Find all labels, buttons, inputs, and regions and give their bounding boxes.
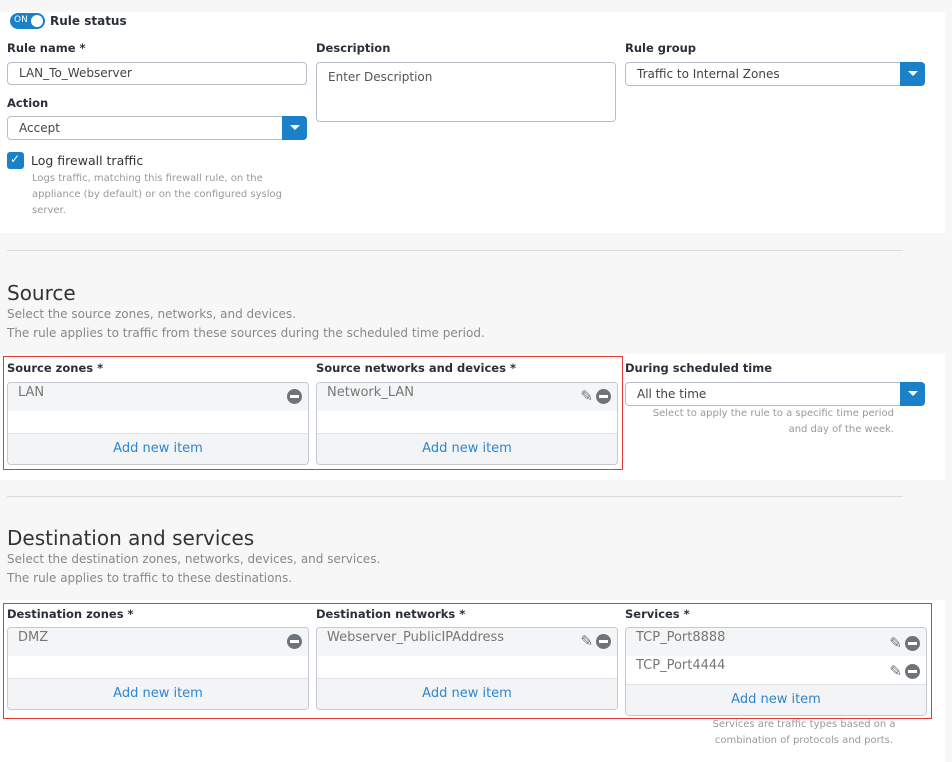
toggle-knob bbox=[31, 15, 43, 27]
remove-icon[interactable] bbox=[287, 389, 302, 404]
remove-icon[interactable] bbox=[596, 634, 611, 649]
action-select[interactable]: Accept bbox=[7, 116, 307, 140]
rule-name-label: Rule name * bbox=[7, 41, 86, 55]
chevron-down-icon[interactable] bbox=[282, 116, 307, 140]
edit-icon[interactable]: ✎ bbox=[580, 632, 593, 650]
schedule-hint: Select to apply the rule to a specific t… bbox=[652, 408, 894, 435]
rule-status-toggle[interactable]: ON bbox=[10, 13, 45, 29]
divider bbox=[7, 250, 903, 251]
add-new-item-button[interactable]: Add new item bbox=[8, 433, 308, 464]
highlight-box bbox=[3, 356, 623, 470]
destination-zones-label: Destination zones * bbox=[7, 607, 134, 621]
destination-networks-label: Destination networks * bbox=[316, 607, 466, 621]
rule-name-input[interactable]: LAN_To_Webserver bbox=[7, 62, 307, 85]
action-value: Accept bbox=[19, 121, 60, 135]
list-item: Webserver_PublicIPAddress ✎ bbox=[317, 628, 617, 656]
source-networks-list: Network_LAN ✎ Add new item bbox=[316, 382, 618, 465]
source-zones-list: LAN Add new item bbox=[7, 382, 309, 465]
remove-icon[interactable] bbox=[287, 634, 302, 649]
edit-icon[interactable]: ✎ bbox=[889, 634, 902, 652]
destination-desc-2: The rule applies to traffic to these des… bbox=[7, 571, 293, 585]
description-label: Description bbox=[316, 41, 391, 55]
schedule-select[interactable]: All the time bbox=[625, 382, 925, 406]
list-item: Network_LAN ✎ bbox=[317, 383, 617, 411]
schedule-label: During scheduled time bbox=[625, 361, 773, 375]
description-textarea[interactable]: Enter Description bbox=[316, 62, 616, 122]
services-label: Services * bbox=[625, 607, 690, 621]
services-list: TCP_Port8888 ✎ TCP_Port4444 ✎ Add new item bbox=[625, 627, 927, 716]
action-label: Action bbox=[7, 96, 49, 110]
add-new-item-button[interactable]: Add new item bbox=[317, 433, 617, 464]
list-item: TCP_Port8888 ✎ bbox=[626, 628, 926, 656]
destination-title: Destination and services bbox=[7, 526, 255, 550]
list-item: DMZ bbox=[8, 628, 308, 656]
divider bbox=[7, 496, 903, 497]
remove-icon[interactable] bbox=[905, 636, 920, 651]
rule-status-label: Rule status bbox=[50, 14, 127, 28]
check-icon: ✓ bbox=[10, 152, 21, 166]
destination-zones-list: DMZ Add new item bbox=[7, 627, 309, 710]
toggle-text: ON bbox=[14, 15, 28, 25]
source-desc-2: The rule applies to traffic from these s… bbox=[7, 326, 485, 340]
schedule-value: All the time bbox=[637, 387, 707, 401]
rule-group-label: Rule group bbox=[625, 41, 697, 55]
edit-icon[interactable]: ✎ bbox=[580, 387, 593, 405]
services-hint: Services are traffic types based on a co… bbox=[712, 719, 896, 746]
destination-desc-1: Select the destination zones, networks, … bbox=[7, 552, 381, 566]
rule-group-value: Traffic to Internal Zones bbox=[637, 67, 780, 81]
remove-icon[interactable] bbox=[596, 389, 611, 404]
source-zones-label: Source zones * bbox=[7, 361, 104, 375]
add-new-item-button[interactable]: Add new item bbox=[8, 678, 308, 709]
source-title: Source bbox=[7, 281, 76, 305]
add-new-item-button[interactable]: Add new item bbox=[626, 684, 926, 715]
rule-group-select[interactable]: Traffic to Internal Zones bbox=[625, 62, 925, 86]
add-new-item-button[interactable]: Add new item bbox=[317, 678, 617, 709]
list-item: LAN bbox=[8, 383, 308, 411]
log-hint: Logs traffic, matching this firewall rul… bbox=[32, 173, 283, 216]
chevron-down-icon[interactable] bbox=[900, 382, 925, 406]
edit-icon[interactable]: ✎ bbox=[889, 662, 902, 680]
log-checkbox[interactable]: ✓ bbox=[7, 152, 24, 169]
destination-networks-list: Webserver_PublicIPAddress ✎ Add new item bbox=[316, 627, 618, 710]
source-desc-1: Select the source zones, networks, and d… bbox=[7, 307, 297, 321]
remove-icon[interactable] bbox=[905, 664, 920, 679]
list-item: TCP_Port4444 ✎ bbox=[626, 656, 926, 684]
source-networks-label: Source networks and devices * bbox=[316, 361, 516, 375]
chevron-down-icon[interactable] bbox=[900, 62, 925, 86]
highlight-box bbox=[3, 603, 932, 719]
log-label: Log firewall traffic bbox=[31, 153, 144, 168]
